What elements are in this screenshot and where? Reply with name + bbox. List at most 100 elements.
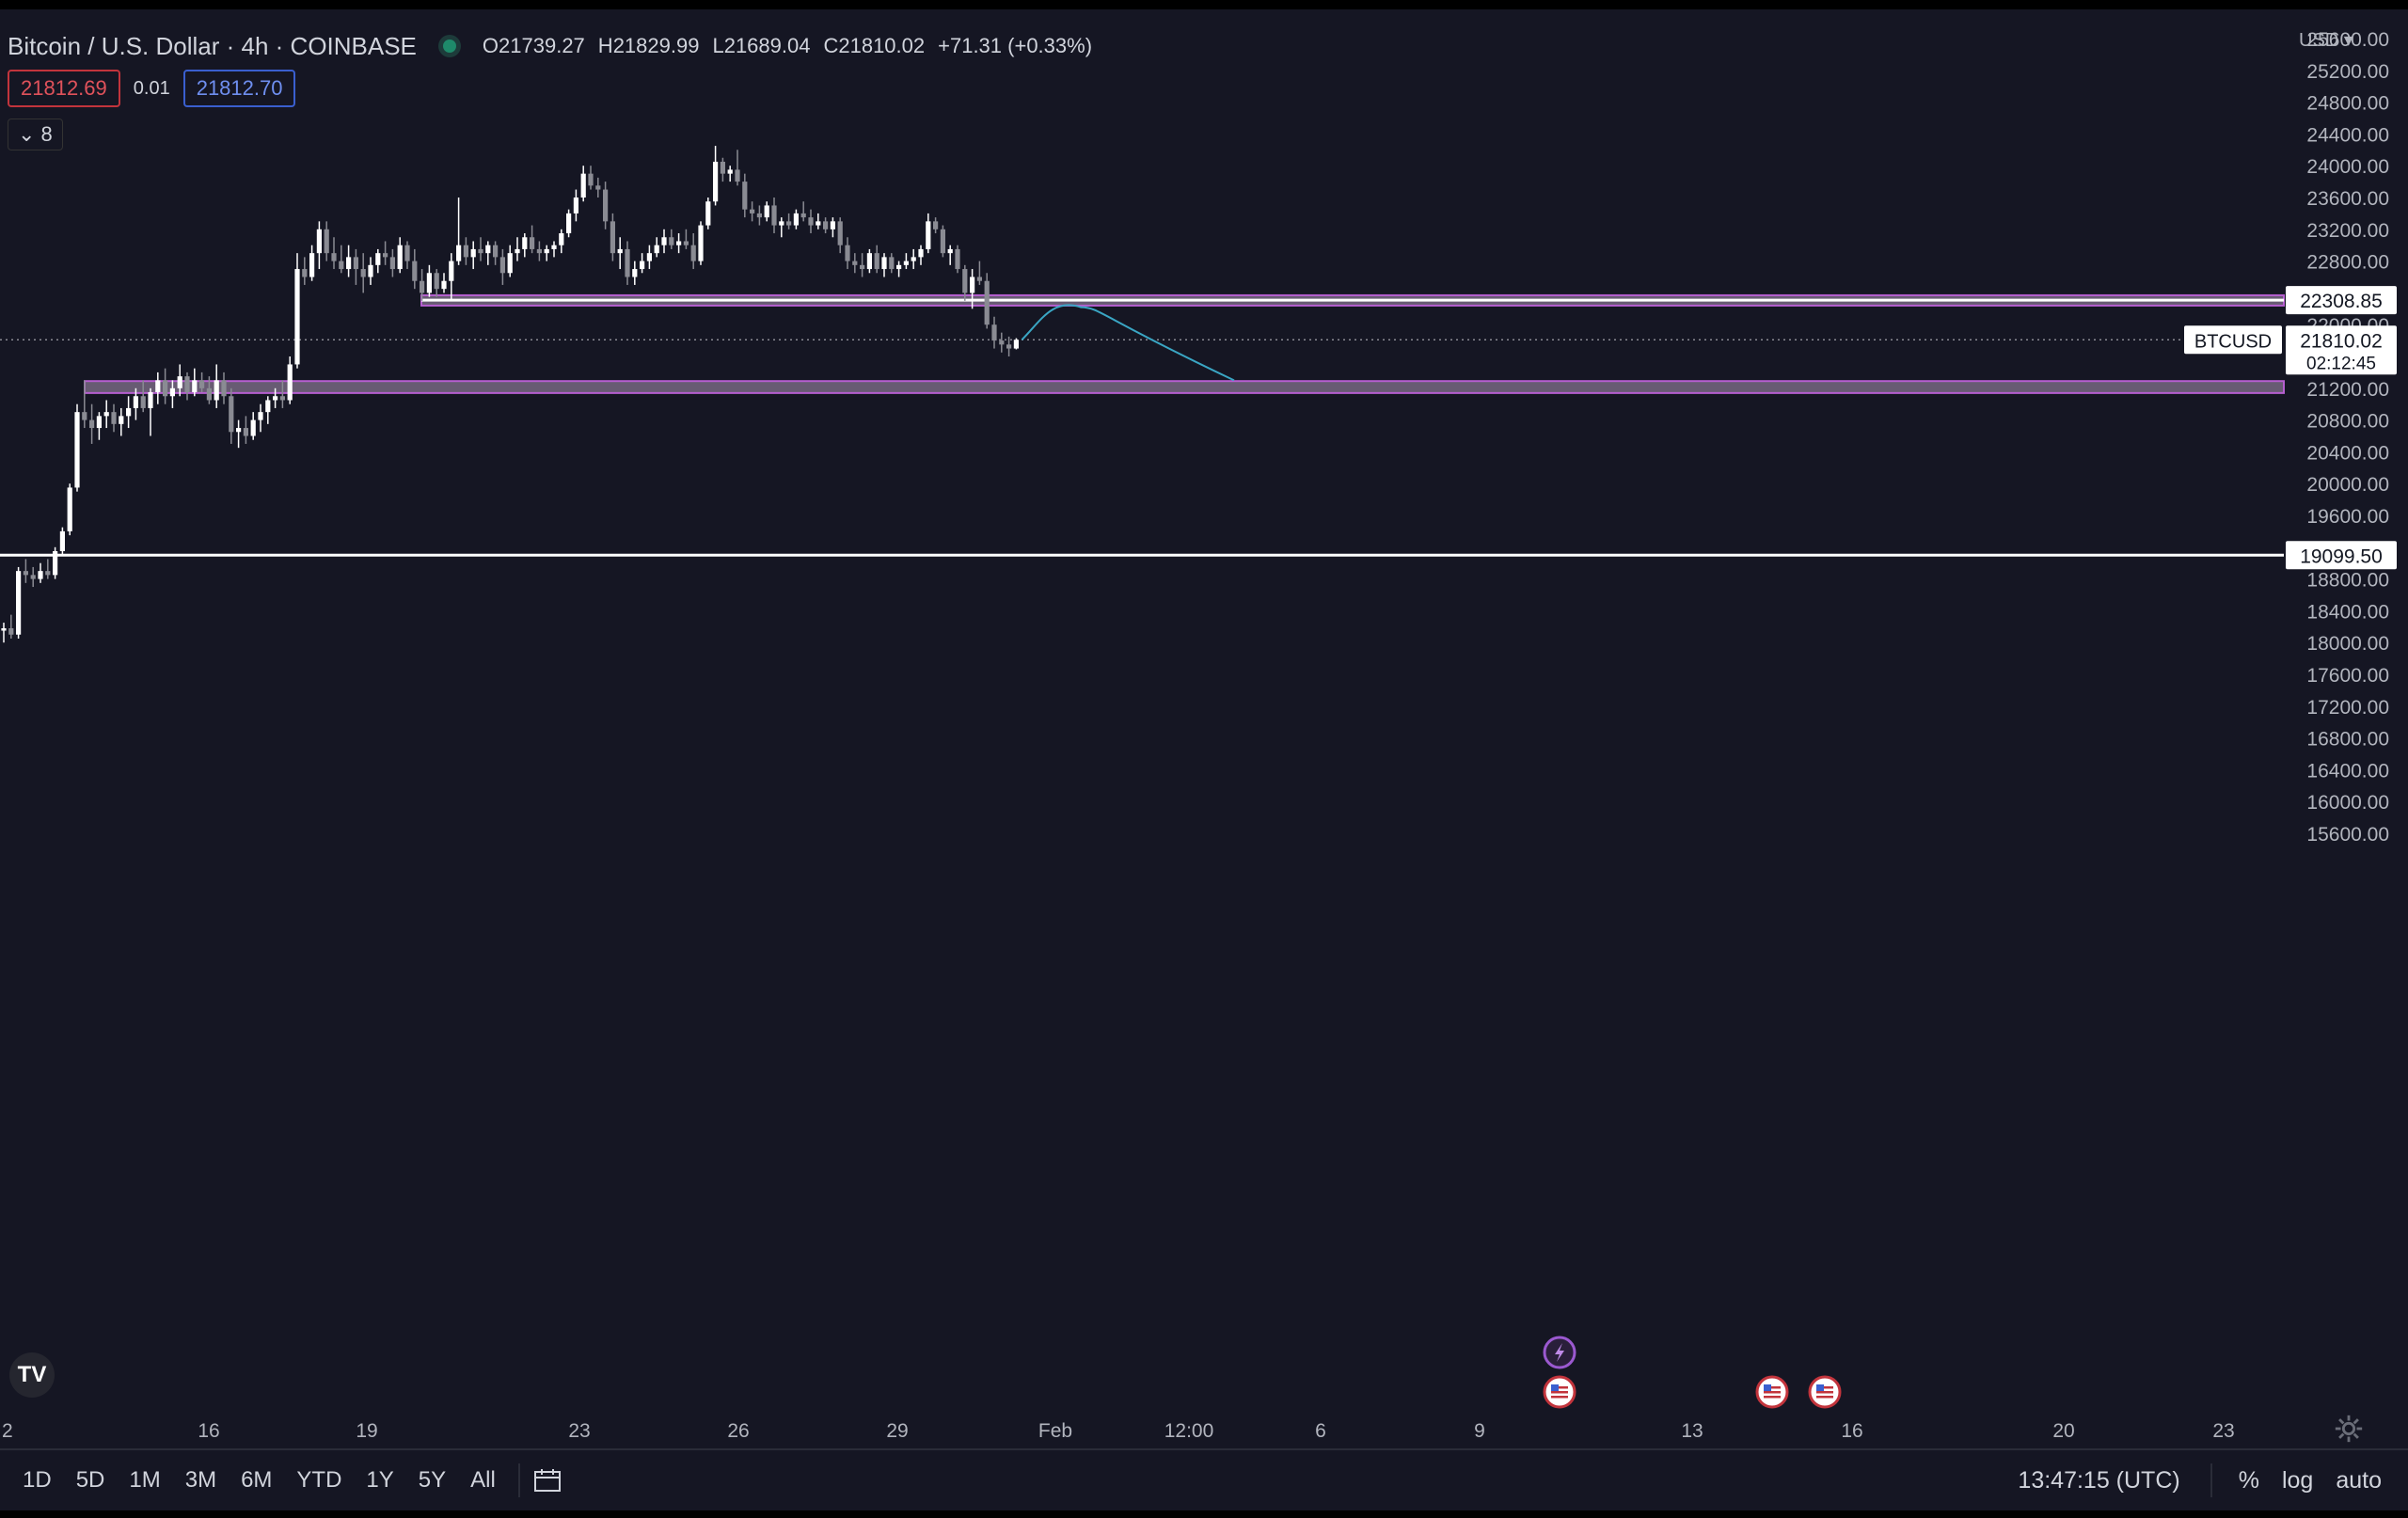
range-button-5d[interactable]: 5D (75, 1467, 105, 1493)
candle-body[interactable] (955, 248, 960, 270)
candle-body[interactable] (911, 257, 916, 261)
candle-body[interactable] (103, 412, 109, 417)
sell-button[interactable]: 21812.69 (8, 70, 120, 107)
candle-body[interactable] (976, 277, 982, 281)
candle-body[interactable] (962, 269, 968, 293)
candle-body[interactable] (279, 396, 285, 401)
candle-body[interactable] (163, 380, 168, 397)
range-button-3m[interactable]: 3M (184, 1467, 217, 1493)
candle-body[interactable] (771, 205, 777, 226)
candle-body[interactable] (449, 261, 454, 281)
candle-body[interactable] (566, 213, 572, 234)
candle-body[interactable] (698, 225, 704, 261)
candle-body[interactable] (53, 551, 58, 576)
candle-body[interactable] (676, 241, 682, 245)
candle-body[interactable] (67, 487, 72, 531)
range-button-all[interactable]: All (470, 1467, 496, 1493)
range-button-6m[interactable]: 6M (241, 1467, 273, 1493)
candle-body[interactable] (852, 261, 858, 265)
candle-body[interactable] (874, 253, 879, 270)
candle-body[interactable] (353, 257, 358, 270)
candle-body[interactable] (683, 241, 689, 245)
candle-body[interactable] (837, 221, 843, 245)
price-level-tag[interactable] (2286, 286, 2397, 315)
candle-body[interactable] (515, 248, 520, 254)
candle-body[interactable] (926, 221, 931, 249)
candle-body[interactable] (214, 380, 219, 401)
candle-body[interactable] (940, 229, 945, 254)
candle-body[interactable] (82, 412, 87, 420)
support-resistance-zone[interactable] (84, 380, 2285, 394)
buy-button[interactable]: 21812.70 (182, 70, 296, 107)
candle-body[interactable] (8, 627, 14, 635)
price-level-tag[interactable] (2286, 541, 2397, 570)
candle-body[interactable] (661, 237, 667, 245)
candle-body[interactable] (243, 428, 248, 436)
symbol-title[interactable]: Bitcoin / U.S. Dollar · 4h · COINBASE (8, 31, 417, 60)
candle-body[interactable] (705, 201, 711, 226)
candle-body[interactable] (16, 571, 22, 635)
candle-body[interactable] (434, 273, 439, 290)
candle-body[interactable] (140, 396, 146, 408)
candle-body[interactable] (265, 400, 271, 413)
candle-body[interactable] (507, 253, 513, 274)
candle-body[interactable] (221, 380, 227, 397)
range-button-ytd[interactable]: YTD (296, 1467, 342, 1493)
candle-body[interactable] (155, 380, 161, 393)
symbol-tag[interactable] (2184, 325, 2282, 355)
candle-body[interactable] (860, 264, 865, 270)
candle-body[interactable] (625, 248, 630, 277)
candle-body[interactable] (258, 412, 263, 420)
candle-body[interactable] (845, 245, 850, 261)
candle-body[interactable] (603, 189, 609, 222)
candle-body[interactable] (294, 269, 300, 365)
candle-body[interactable] (889, 257, 895, 270)
range-button-1d[interactable]: 1D (23, 1467, 52, 1493)
currency-selector[interactable]: USD ▾ (2299, 28, 2353, 52)
candle-body[interactable] (610, 221, 615, 254)
candle-body[interactable] (206, 387, 212, 401)
candle-body[interactable] (404, 245, 410, 261)
candle-body[interactable] (45, 571, 51, 576)
candle-body[interactable] (368, 264, 373, 277)
candle-body[interactable] (522, 237, 528, 249)
candle-body[interactable] (713, 161, 719, 202)
candle-body[interactable] (903, 261, 909, 265)
candle-body[interactable] (375, 253, 381, 265)
candle-body[interactable] (823, 221, 829, 229)
candle-body[interactable] (544, 248, 549, 254)
calendar-range-icon[interactable] (533, 1468, 562, 1493)
candle-body[interactable] (346, 257, 352, 270)
candle-body[interactable] (881, 257, 887, 270)
candle-body[interactable] (735, 169, 740, 182)
candle-body[interactable] (229, 396, 234, 433)
candle-body[interactable] (580, 173, 586, 198)
candle-body[interactable] (720, 161, 725, 174)
candle-body[interactable] (331, 253, 337, 261)
candle-body[interactable] (426, 273, 432, 293)
last-price-tag[interactable] (2286, 325, 2397, 375)
candle-body[interactable] (1013, 340, 1019, 349)
candle-body[interactable] (793, 213, 799, 226)
candle-body[interactable] (177, 376, 182, 388)
candle-body[interactable] (750, 209, 755, 213)
candle-body[interactable] (800, 213, 806, 218)
range-button-1m[interactable]: 1M (129, 1467, 161, 1493)
candle-body[interactable] (918, 248, 924, 258)
candle-body[interactable] (530, 237, 535, 249)
range-button-1y[interactable]: 1Y (366, 1467, 394, 1493)
candle-body[interactable] (947, 248, 953, 254)
candle-body[interactable] (764, 205, 769, 218)
candle-body[interactable] (830, 221, 835, 229)
candle-body[interactable] (933, 221, 939, 229)
candle-body[interactable] (339, 261, 344, 270)
candle-body[interactable] (690, 245, 696, 261)
indicators-toggle[interactable]: ⌄ 8 (8, 119, 63, 150)
candle-body[interactable] (470, 248, 476, 258)
candle-body[interactable] (493, 245, 499, 258)
candle-body[interactable] (169, 387, 175, 397)
candle-body[interactable] (1006, 344, 1012, 349)
candle-body[interactable] (573, 198, 578, 213)
candle-body[interactable] (984, 280, 990, 325)
candle-body[interactable] (866, 253, 872, 270)
